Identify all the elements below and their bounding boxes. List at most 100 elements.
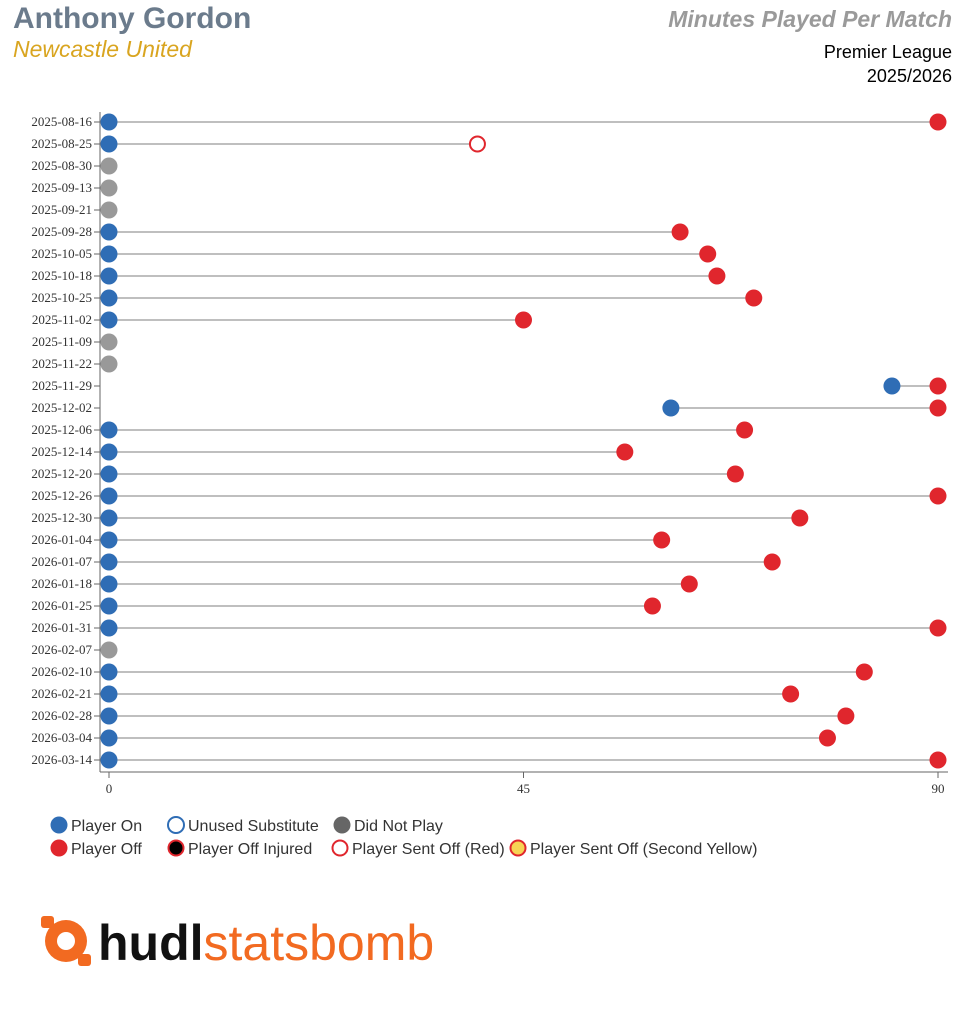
- player-off-marker: [745, 289, 763, 307]
- x-tick-label: 0: [106, 781, 113, 796]
- did-not-play-marker: [100, 157, 118, 175]
- player-on-marker: [100, 245, 118, 263]
- y-tick-label: 2025-12-26: [31, 488, 92, 503]
- player-on-marker: [100, 619, 118, 637]
- season-label: 2025/2026: [866, 66, 952, 86]
- y-tick-label: 2025-12-06: [31, 422, 92, 437]
- player-off-marker: [671, 223, 689, 241]
- player-off-marker: [763, 553, 781, 571]
- player-on-marker: [100, 443, 118, 461]
- y-tick-label: 2025-11-29: [32, 378, 92, 393]
- player-off-marker: [818, 729, 836, 747]
- did-not-play-marker: [100, 179, 118, 197]
- legend-player-on-marker: [50, 816, 68, 834]
- player-on-marker: [100, 421, 118, 439]
- y-tick-label: 2025-12-30: [31, 510, 92, 525]
- y-tick-label: 2025-09-28: [31, 224, 92, 239]
- player-on-marker: [100, 685, 118, 703]
- x-tick-label: 45: [517, 781, 530, 796]
- y-tick-label: 2025-10-25: [31, 290, 92, 305]
- player-on-marker: [100, 707, 118, 725]
- y-tick-label: 2025-12-02: [31, 400, 92, 415]
- y-tick-label: 2026-01-04: [31, 532, 92, 547]
- player-off-marker: [515, 311, 532, 329]
- player-name: Anthony Gordon: [13, 2, 252, 35]
- y-tick-label: 2025-11-09: [32, 334, 92, 349]
- legend-player-off-injured-marker: [167, 839, 185, 857]
- player-on-marker: [100, 135, 118, 153]
- did-not-play-marker: [100, 201, 118, 219]
- y-tick-label: 2025-08-16: [31, 114, 92, 129]
- player-on-marker: [100, 311, 118, 329]
- player-off-marker: [699, 245, 717, 263]
- player-off-marker: [929, 113, 947, 131]
- y-tick-label: 2025-08-25: [31, 136, 92, 151]
- player-on-marker: [100, 289, 118, 307]
- player-off-marker: [837, 707, 855, 725]
- legend-label: Unused Substitute: [188, 818, 319, 835]
- legend-label: Player On: [71, 818, 142, 835]
- legend-label: Player Sent Off (Red): [352, 841, 505, 858]
- y-tick-label: 2026-03-04: [31, 730, 92, 745]
- did-not-play-marker: [100, 641, 118, 659]
- legend-label: Player Off: [71, 841, 142, 858]
- player-off-marker: [708, 267, 726, 285]
- legend-label: Player Off Injured: [188, 841, 312, 858]
- hudl-statsbomb-logo: hudlstatsbomb: [41, 915, 434, 971]
- player-off-marker: [616, 443, 634, 461]
- legend-label: Did Not Play: [354, 818, 443, 835]
- y-tick-label: 2026-02-10: [31, 664, 92, 679]
- y-tick-label: 2025-09-13: [31, 180, 92, 195]
- y-tick-label: 2026-01-18: [31, 576, 92, 591]
- player-on-marker: [100, 465, 118, 483]
- y-tick-label: 2026-01-25: [31, 598, 92, 613]
- legend-sent-off-yellow-marker: [509, 839, 527, 857]
- competition-label: Premier League: [823, 42, 952, 62]
- logo-mark-icon: [41, 916, 91, 966]
- player-on-marker: [100, 663, 118, 681]
- logo-text-hudl: hudl: [98, 915, 204, 971]
- player-on-marker: [100, 223, 118, 241]
- player-on-marker: [100, 509, 118, 527]
- y-tick-label: 2026-01-07: [31, 554, 92, 569]
- y-tick-label: 2025-11-02: [32, 312, 92, 327]
- legend-unused-sub-marker: [167, 816, 185, 834]
- sent-off-red-marker: [468, 135, 486, 153]
- player-off-marker: [791, 509, 809, 527]
- y-tick-label: 2025-10-18: [31, 268, 92, 283]
- player-off-marker: [929, 377, 947, 395]
- team-name: Newcastle United: [13, 36, 192, 62]
- player-off-marker: [653, 531, 671, 549]
- y-tick-label: 2025-08-30: [31, 158, 92, 173]
- player-on-marker: [100, 531, 118, 549]
- logo-text: hudlstatsbomb: [98, 915, 434, 971]
- legend-player-off-marker: [50, 839, 68, 857]
- player-off-marker: [736, 421, 754, 439]
- player-on-marker: [100, 553, 118, 571]
- player-on-marker: [100, 575, 118, 593]
- legend-label: Player Sent Off (Second Yellow): [530, 841, 757, 858]
- player-off-marker: [855, 663, 873, 681]
- player-on-marker: [100, 751, 118, 769]
- player-on-marker: [100, 729, 118, 747]
- y-tick-label: 2025-10-05: [31, 246, 92, 261]
- player-off-marker: [643, 597, 661, 615]
- legend-sent-off-red-marker: [331, 839, 349, 857]
- y-tick-label: 2026-01-31: [31, 620, 92, 635]
- legend-did-not-play-marker: [333, 816, 351, 834]
- player-off-marker: [929, 751, 947, 769]
- player-off-marker: [680, 575, 698, 593]
- player-off-marker: [929, 619, 947, 637]
- player-on-marker: [100, 267, 118, 285]
- x-tick-label: 90: [932, 781, 945, 796]
- y-tick-label: 2026-02-28: [31, 708, 92, 723]
- player-off-marker: [726, 465, 744, 483]
- did-not-play-marker: [100, 355, 118, 373]
- y-tick-label: 2025-09-21: [31, 202, 92, 217]
- player-on-marker: [883, 377, 901, 395]
- y-tick-label: 2026-02-21: [31, 686, 92, 701]
- player-off-marker: [929, 487, 947, 505]
- y-tick-label: 2026-03-14: [31, 752, 92, 767]
- player-on-marker: [100, 597, 118, 615]
- y-tick-label: 2026-02-07: [31, 642, 92, 657]
